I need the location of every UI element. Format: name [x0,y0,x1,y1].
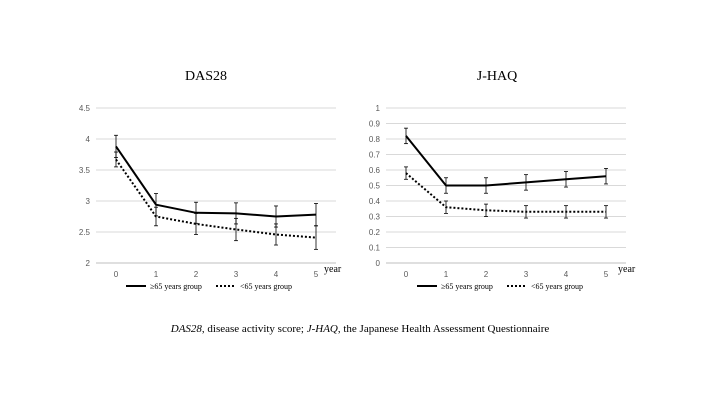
y-tick-label: 0.4 [369,197,381,206]
x-tick-label: 4 [274,270,279,279]
figure-caption: DAS28, disease activity score; J-HAQ, th… [0,323,720,335]
chart-title: J-HAQ [477,69,517,84]
legend-label: ≥65 years group [150,282,202,291]
y-tick-label: 0.5 [369,182,381,191]
x-tick-label: 3 [234,270,239,279]
x-tick-label: 1 [444,270,449,279]
chart-title: DAS28 [185,69,227,84]
caption-das28-abbr: DAS28 [170,323,202,335]
series-line-lt65 [115,158,317,239]
x-tick-label: 5 [314,270,319,279]
y-tick-label: 0.1 [369,244,381,253]
legend-label: <65 years group [531,282,583,291]
legend-label: <65 years group [240,282,292,291]
series-line-ge65 [405,135,607,187]
x-tick-label: 5 [604,270,609,279]
x-axis-label: year [324,264,342,275]
series-line-ge65 [115,145,317,218]
series-line-lt65 [405,172,606,213]
y-tick-label: 0.6 [369,166,381,175]
caption-das28-text: , disease activity score; [201,323,307,335]
y-tick-label: 0.3 [369,213,381,222]
y-tick-label: 0.7 [369,151,381,160]
x-tick-label: 4 [564,270,569,279]
x-tick-label: 0 [404,270,409,279]
y-tick-label: 0 [376,259,381,268]
x-tick-label: 2 [484,270,489,279]
y-tick-label: 2 [86,259,91,268]
y-tick-label: 3.5 [79,166,91,175]
jhaq-chart: J-HAQ 0 0.1 0.2 0.3 0.4 0.5 0.6 0.7 0.8 0.9 1 0 1 2 3 4 5… [369,69,636,291]
y-tick-label: 3 [86,197,91,206]
das28-chart: DAS28 2 2.5 3 3.5 4 4.5 0 1 2 3 4 5 year ≥65 years gro… [79,69,342,291]
x-tick-label: 0 [114,270,119,279]
y-tick-label: 0.9 [369,120,381,129]
x-tick-label: 3 [524,270,529,279]
x-axis-label: year [618,264,636,275]
y-tick-label: 1 [376,104,381,113]
y-tick-label: 0.8 [369,135,381,144]
y-tick-label: 0.2 [369,228,381,237]
x-tick-label: 1 [154,270,159,279]
x-tick-label: 2 [194,270,199,279]
y-tick-label: 4 [86,135,91,144]
legend-label: ≥65 years group [441,282,493,291]
y-tick-label: 4.5 [79,104,91,113]
caption-jhaq-abbr: J-HAQ [306,323,338,335]
caption-jhaq-text: , the Japanese Health Assessment Questio… [337,323,550,335]
y-tick-label: 2.5 [79,228,91,237]
